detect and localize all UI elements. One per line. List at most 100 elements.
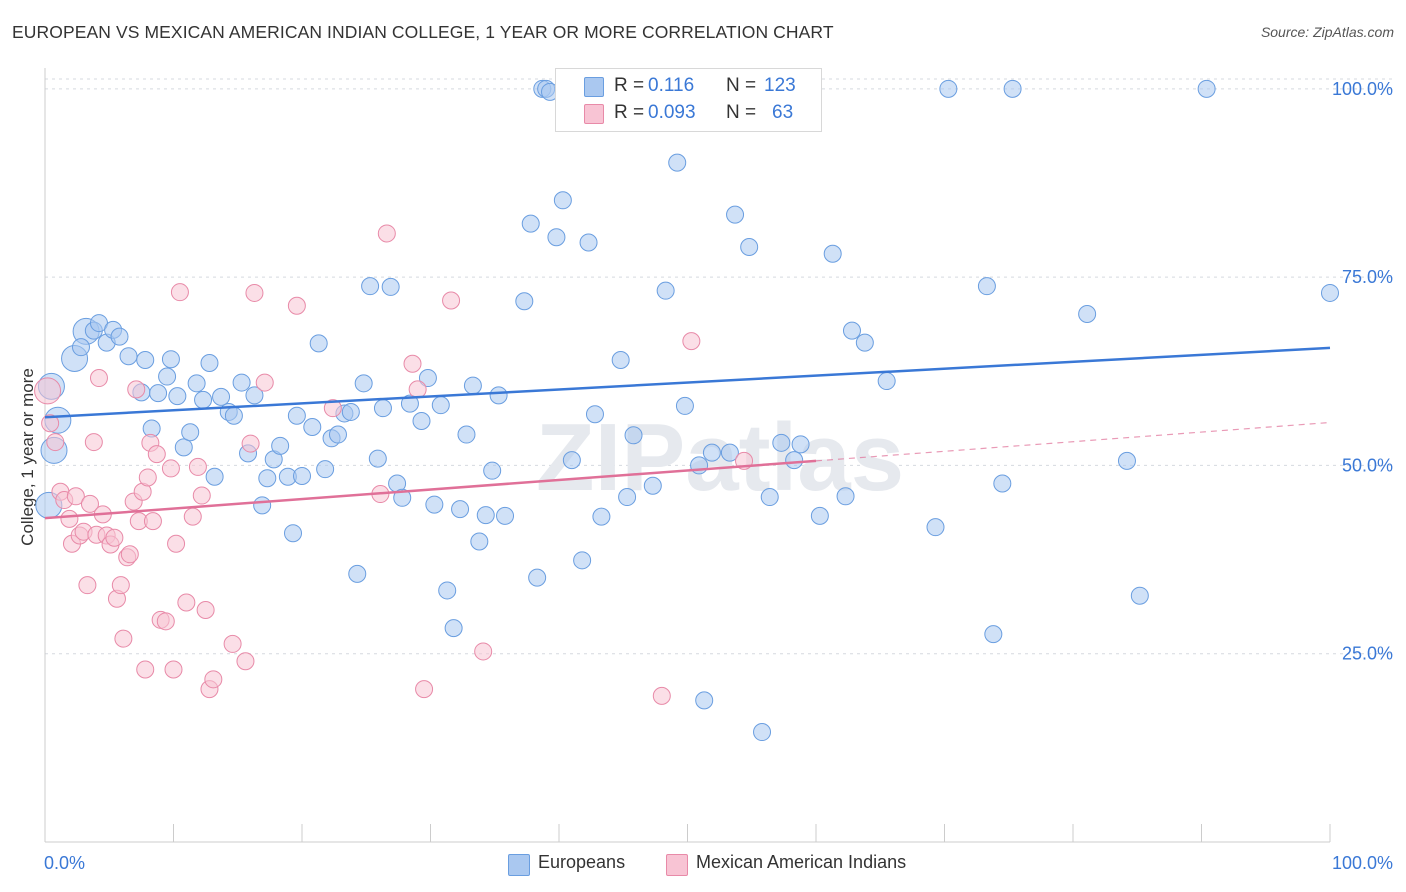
chart-title: EUROPEAN VS MEXICAN AMERICAN INDIAN COLL… [12,22,834,42]
point-europeans [444,619,463,638]
point-europeans [425,495,444,514]
point-europeans [740,237,759,256]
point-europeans [194,390,213,409]
point-mexican-american-indians [111,576,130,595]
point-europeans [515,292,534,311]
point-europeans [791,435,810,454]
point-mexican-american-indians [143,512,162,531]
point-europeans [284,524,303,543]
point-europeans [400,394,419,413]
point-mexican-american-indians [287,296,306,315]
point-europeans [181,423,200,442]
n-value: 63 [772,102,794,123]
legend-swatch-mexican-american-indians [584,104,604,124]
point-mexican-american-indians [177,593,196,612]
point-europeans [205,467,224,486]
point-europeans [823,244,842,263]
n-label: N = [726,75,757,96]
point-europeans [855,333,874,352]
point-europeans [668,153,687,172]
point-mexican-american-indians [188,457,207,476]
point-europeans [418,369,437,388]
point-europeans [303,418,322,437]
point-europeans [393,488,412,507]
point-europeans [611,350,630,369]
point-europeans [521,214,540,233]
point-mexican-american-indians [114,629,133,648]
r-value: 0.116 [648,75,695,96]
point-europeans [119,347,138,366]
point-mexican-american-indians [183,507,202,526]
point-europeans [1117,451,1136,470]
point-europeans [451,500,470,519]
point-europeans [224,406,243,425]
point-europeans [71,338,90,357]
point-mexican-american-indians [66,487,85,506]
point-mexican-american-indians [120,545,139,564]
point-mexican-american-indians [223,634,242,653]
point-europeans [253,496,272,515]
point-europeans [161,350,180,369]
point-mexican-american-indians [236,652,255,671]
point-mexican-american-indians [204,670,223,689]
legend-label: Europeans [538,852,626,872]
point-europeans [993,474,1012,493]
point-europeans [573,551,592,570]
y-tick-label: 50.0% [1342,455,1393,475]
trend-line-dashed-mexican-american-indians [815,421,1331,462]
point-europeans [287,406,306,425]
tick-labels: 100.0% 75.0% 50.0% 25.0% 0.0% 100.0% [44,79,1393,873]
point-europeans [457,425,476,444]
point-europeans [174,438,193,457]
point-mexican-american-indians [192,486,211,505]
point-mexican-american-indians [170,283,189,302]
point-europeans [939,79,958,98]
point-mexican-american-indians [89,369,108,388]
point-europeans [785,451,804,470]
y-tick-label: 75.0% [1342,267,1393,287]
point-europeans [720,443,739,462]
point-mexican-american-indians [136,660,155,679]
point-europeans [585,405,604,424]
point-mexican-american-indians [60,509,79,528]
point-europeans [977,277,996,296]
point-mexican-american-indians [196,601,215,620]
point-europeans [772,433,791,452]
source-label: Source: ZipAtlas.com [1260,24,1394,40]
point-mexican-american-indians [415,680,434,699]
point-europeans [690,456,709,475]
point-mexican-american-indians [41,414,60,433]
n-label: N = [726,102,757,123]
point-mexican-american-indians [78,576,97,595]
point-europeans [810,506,829,525]
r-value: 0.093 [648,102,696,123]
point-mexican-american-indians [403,354,422,373]
point-europeans [702,443,721,462]
point-europeans [232,373,251,392]
point-europeans [373,399,392,418]
point-mexican-american-indians [138,468,157,487]
x-tick-label: 100.0% [1332,853,1393,873]
point-europeans [361,277,380,296]
point-europeans [926,518,945,537]
point-europeans [431,396,450,415]
legend-label: Mexican American Indians [696,852,907,872]
point-mexican-american-indians [80,494,99,513]
point-europeans [271,436,290,455]
trend-line-europeans [44,346,1331,419]
y-tick-label: 100.0% [1332,79,1393,99]
point-europeans [1321,283,1339,302]
trend-lines [44,346,1331,520]
point-mexican-american-indians [682,332,701,351]
point-europeans [258,469,277,488]
point-europeans [1003,79,1022,98]
legend-swatch-europeans [508,854,530,876]
point-europeans [675,396,694,415]
point-europeans [110,327,129,346]
point-mexican-american-indians [127,380,146,399]
point-europeans [553,191,572,210]
point-europeans [136,350,155,369]
point-europeans [592,507,611,526]
point-europeans [476,506,495,525]
